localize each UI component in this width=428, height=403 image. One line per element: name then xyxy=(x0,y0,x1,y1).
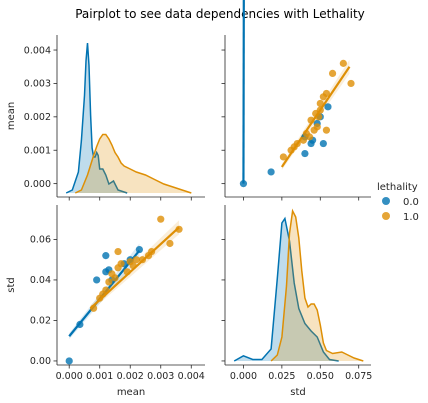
tl-kde-fill-0.0 xyxy=(66,43,128,193)
tr-point-1.0 xyxy=(290,143,298,151)
legend-marker-0 xyxy=(382,197,390,205)
br-kde-line-1.0 xyxy=(270,208,364,362)
bl-point-1.0 xyxy=(129,262,137,270)
bl-point-1.0 xyxy=(99,290,107,298)
bl-xtick-label: 0.000 xyxy=(56,371,83,382)
br-kde-fill-1.0 xyxy=(271,211,364,361)
tr-point-1.0 xyxy=(299,136,307,144)
tl-ytick-label: 0.001 xyxy=(24,146,51,157)
tr-point-0.0 xyxy=(319,139,327,148)
tr-point-1.0 xyxy=(302,129,311,138)
legend-label-0: 0.0 xyxy=(403,197,419,208)
tl-kde-line-1.0 xyxy=(74,133,192,194)
tr-point-1.0 xyxy=(322,89,331,98)
bl-point-0.0 xyxy=(76,320,84,329)
bl-point-1.0 xyxy=(105,278,113,286)
legend: lethality 0.0 1.0 xyxy=(377,182,419,223)
tl-ytick-label: 0.004 xyxy=(24,45,51,56)
tr-point-1.0 xyxy=(316,106,324,114)
tr-point-1.0 xyxy=(313,123,321,131)
bl-point-0.0 xyxy=(102,252,110,260)
bl-point-1.0 xyxy=(111,274,119,282)
tr-point-0.0 xyxy=(267,168,275,176)
bl-point-0.0 xyxy=(93,276,101,284)
tl-ytick-label: 0.003 xyxy=(24,79,51,90)
bl-point-1.0 xyxy=(114,247,122,256)
bl-ytick-label: 0.00 xyxy=(30,356,51,367)
bl-point-1.0 xyxy=(132,256,140,264)
tr-point-1.0 xyxy=(339,59,347,67)
legend-title: lethality xyxy=(377,182,418,193)
chart-title: Pairplot to see data dependencies with L… xyxy=(75,7,365,21)
bl-point-1.0 xyxy=(147,247,156,256)
tr-point-0.0 xyxy=(301,149,309,158)
bl-xtick-label: 0.002 xyxy=(117,371,144,382)
bl-xtick-label: 0.001 xyxy=(86,371,113,382)
bl-ytick-label: 0.02 xyxy=(30,316,51,327)
bl-ytick-label: 0.06 xyxy=(30,235,51,246)
tr-reg-line-0.0 xyxy=(242,0,245,184)
tr-point-1.0 xyxy=(322,126,331,134)
tr-point-1.0 xyxy=(316,99,324,108)
legend-marker-1 xyxy=(382,212,390,220)
bl-point-0.0 xyxy=(135,245,143,254)
bl-point-0.0 xyxy=(65,357,73,365)
bl-point-1.0 xyxy=(166,239,174,248)
bl-point-1.0 xyxy=(138,256,147,264)
bl-point-1.0 xyxy=(175,225,183,233)
legend-label-1: 1.0 xyxy=(403,212,419,223)
bl-point-1.0 xyxy=(117,260,125,268)
bl-point-1.0 xyxy=(123,268,131,276)
tl-ytick-label: 0.002 xyxy=(24,112,51,123)
panels: 0.0000.0010.0020.0030.0040.000.020.040.0… xyxy=(6,0,372,398)
xlabel-std: std xyxy=(290,387,305,398)
bl-point-1.0 xyxy=(157,215,165,223)
ylabel-std: std xyxy=(6,277,17,292)
br-xtick-label: 0.025 xyxy=(268,371,295,382)
br-xtick-label: 0.075 xyxy=(345,371,372,382)
bl-point-1.0 xyxy=(90,304,98,312)
tr-point-0.0 xyxy=(324,103,332,111)
tr-point-1.0 xyxy=(328,69,337,78)
tr-point-1.0 xyxy=(307,116,315,124)
tr-point-1.0 xyxy=(279,153,287,161)
tr-point-1.0 xyxy=(347,79,355,88)
tr-point-0.0 xyxy=(239,180,248,188)
tl-ytick-label: 0.000 xyxy=(24,179,51,190)
tl-kde-fill-1.0 xyxy=(75,134,192,193)
ylabel-mean: mean xyxy=(6,102,17,130)
bl-xtick-label: 0.004 xyxy=(178,371,205,382)
bl-xtick-label: 0.003 xyxy=(147,371,174,382)
bl-ytick-label: 0.04 xyxy=(30,275,51,286)
br-xtick-label: 0.050 xyxy=(307,371,334,382)
xlabel-mean: mean xyxy=(117,387,145,398)
br-xtick-label: 0.000 xyxy=(230,371,257,382)
